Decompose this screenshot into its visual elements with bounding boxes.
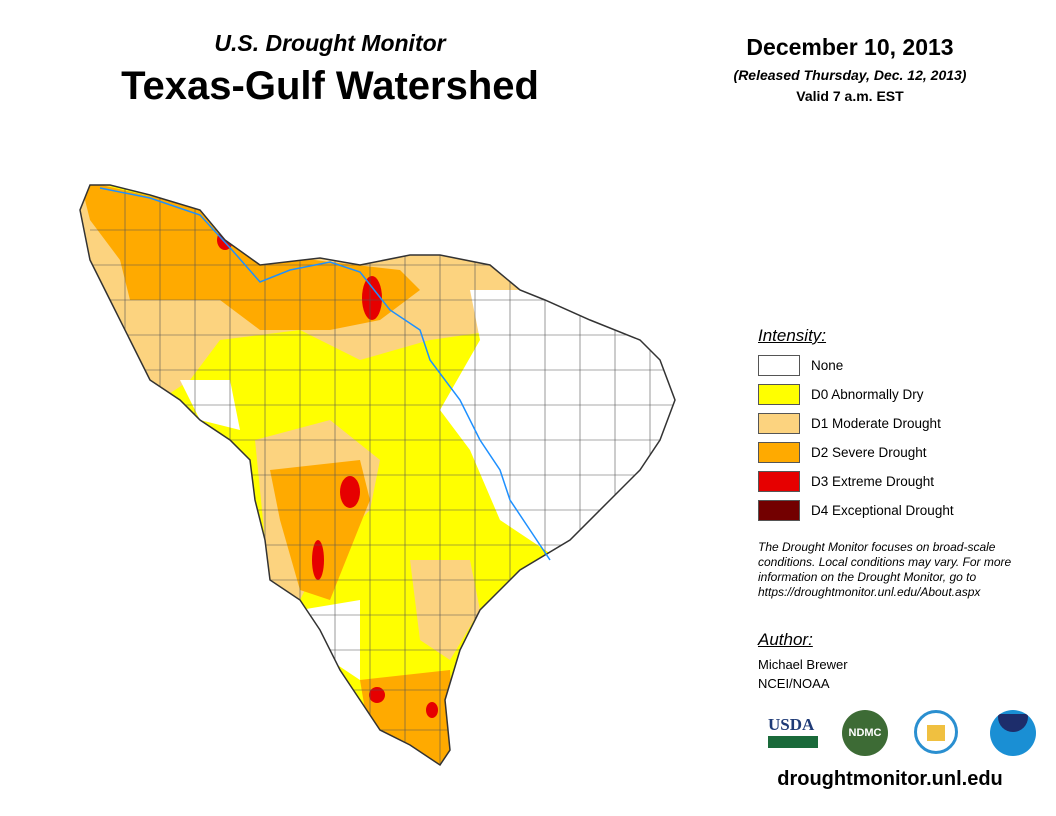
legend-item-d2: D2 Severe Drought	[758, 442, 927, 463]
commerce-seal-logo	[914, 710, 958, 754]
legend-item-d3: D3 Extreme Drought	[758, 471, 934, 492]
no-drought-region-southwest	[300, 600, 360, 680]
map-title: Texas-Gulf Watershed	[121, 64, 539, 108]
d3-region	[426, 702, 438, 718]
legend-item-d1: D1 Moderate Drought	[758, 413, 941, 434]
watershed-map	[79, 184, 676, 766]
usda-logo-text: USDA	[768, 715, 815, 734]
author-org: NCEI/NOAA	[758, 676, 830, 691]
ndmc-logo-text: NDMC	[848, 727, 882, 739]
legend-label: D4 Exceptional Drought	[811, 503, 954, 518]
legend-item-none: None	[758, 355, 843, 376]
legend-label: None	[811, 358, 844, 373]
d3-region	[340, 476, 360, 508]
d3-region	[369, 687, 385, 703]
legend-label: D2 Severe Drought	[811, 445, 927, 460]
legend-label: D0 Abnormally Dry	[811, 387, 924, 402]
map-subtitle: U.S. Drought Monitor	[214, 30, 446, 56]
noaa-logo	[990, 710, 1036, 756]
release-date: (Released Thursday, Dec. 12, 2013)	[733, 67, 967, 83]
valid-time: Valid 7 a.m. EST	[796, 88, 904, 104]
author-heading: Author:	[758, 630, 813, 649]
disclaimer-note: The Drought Monitor focuses on broad-sca…	[758, 540, 1012, 599]
legend-item-d0: D0 Abnormally Dry	[758, 384, 924, 405]
d1-region-coast	[410, 560, 480, 660]
map-date: December 10, 2013	[746, 34, 954, 60]
legend-heading: Intensity:	[758, 326, 827, 345]
legend-label: D1 Moderate Drought	[811, 416, 941, 431]
author-name: Michael Brewer	[758, 657, 848, 672]
website-url[interactable]: droughtmonitor.unl.edu	[777, 768, 1003, 790]
d2-region-south	[360, 670, 455, 765]
d3-region	[312, 540, 324, 580]
d3-region	[362, 276, 382, 320]
river	[99, 187, 551, 561]
usda-logo: USDA	[768, 715, 818, 751]
ndmc-logo: NDMC	[842, 710, 888, 756]
legend-label: D3 Extreme Drought	[811, 474, 935, 489]
legend-item-d4: D4 Exceptional Drought	[758, 500, 954, 521]
